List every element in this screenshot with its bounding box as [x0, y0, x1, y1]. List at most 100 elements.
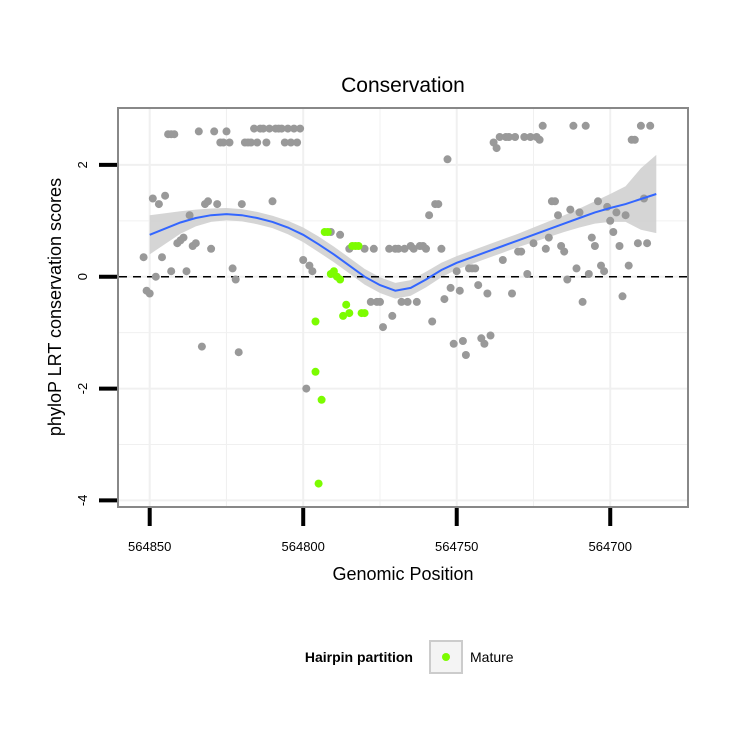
other-point	[461, 351, 470, 359]
other-point	[376, 297, 384, 306]
other-point	[471, 264, 480, 273]
other-point	[480, 339, 489, 348]
legend-mature-swatch	[442, 653, 450, 661]
mature-point	[360, 309, 369, 318]
other-point	[425, 211, 434, 220]
other-point	[434, 200, 443, 209]
mature-point	[314, 479, 323, 488]
other-point	[529, 239, 538, 248]
other-point	[437, 244, 446, 253]
other-point	[587, 233, 596, 242]
mature-point	[311, 367, 320, 376]
mature-point	[311, 317, 320, 326]
other-point	[299, 256, 308, 264]
other-point	[520, 133, 529, 141]
other-point	[148, 194, 157, 203]
other-point	[646, 121, 655, 130]
smooth-line	[149, 193, 657, 292]
other-point	[253, 138, 262, 147]
other-point	[210, 127, 219, 136]
other-point	[225, 138, 234, 147]
other-point	[154, 200, 163, 209]
other-point	[422, 244, 430, 253]
other-point	[560, 247, 569, 256]
other-point	[409, 244, 418, 253]
mature-point	[354, 242, 363, 250]
other-point	[523, 270, 532, 278]
mature-point	[342, 300, 351, 309]
other-point	[259, 124, 268, 133]
other-point	[483, 289, 492, 298]
other-point	[498, 256, 507, 264]
other-point	[204, 197, 212, 206]
other-point	[194, 127, 203, 136]
other-point	[526, 133, 535, 141]
other-point	[643, 239, 652, 248]
other-point	[336, 230, 345, 239]
other-point	[250, 124, 259, 133]
x-tick-label: 564750	[435, 539, 478, 554]
other-point	[551, 197, 559, 206]
other-point	[265, 124, 274, 133]
mature-point	[339, 311, 348, 320]
other-point	[366, 297, 375, 306]
other-point	[609, 228, 618, 236]
plot-panel	[117, 107, 689, 508]
other-point	[197, 342, 206, 351]
other-point	[508, 289, 516, 298]
other-point	[535, 135, 544, 144]
x-axis-label: Genomic Position	[332, 564, 473, 584]
other-point	[600, 267, 609, 276]
other-point	[219, 138, 228, 147]
other-point	[428, 317, 437, 326]
x-axis: 564850 564800 564750 564700	[128, 508, 632, 554]
other-point	[397, 297, 406, 306]
mature-point	[323, 228, 332, 236]
other-point	[495, 133, 504, 141]
other-point	[563, 275, 572, 284]
other-point	[575, 208, 584, 217]
other-point	[161, 191, 170, 200]
other-point	[158, 253, 166, 262]
other-point	[517, 247, 526, 256]
other-point	[486, 331, 495, 340]
other-point	[145, 289, 154, 298]
other-point	[511, 133, 520, 141]
other-point	[170, 130, 179, 139]
mature-point	[317, 395, 326, 404]
other-point	[296, 124, 305, 133]
x-tick-label: 564700	[589, 539, 632, 554]
y-tick-label: 2	[75, 161, 90, 168]
other-point	[612, 208, 621, 217]
other-point	[237, 200, 246, 209]
y-axis: -4 -2 0 2	[75, 161, 117, 506]
mature-point	[336, 275, 345, 284]
other-point	[581, 121, 590, 130]
other-point	[440, 295, 449, 304]
other-point	[474, 281, 483, 290]
y-axis-label: phyloP LRT conservation scores	[45, 178, 65, 436]
other-point	[578, 297, 587, 306]
other-point	[182, 267, 191, 276]
other-point	[541, 244, 550, 253]
other-point	[222, 127, 231, 136]
y-tick-label: 0	[75, 273, 90, 280]
other-point	[280, 138, 289, 147]
other-point	[492, 144, 501, 153]
y-tick-label: -2	[75, 383, 90, 395]
y-tick-label: -4	[75, 495, 90, 507]
other-point	[538, 121, 547, 130]
legend-title: Hairpin partition	[305, 649, 413, 665]
other-point	[400, 244, 409, 253]
other-point	[615, 242, 624, 250]
other-point	[268, 197, 277, 206]
other-point	[443, 155, 452, 164]
x-tick-label: 564800	[282, 539, 325, 554]
smooth-line-layer	[149, 193, 657, 292]
other-point	[360, 244, 369, 253]
other-point	[544, 233, 553, 242]
other-point	[277, 124, 286, 133]
other-point	[286, 138, 295, 147]
other-point	[455, 286, 464, 295]
